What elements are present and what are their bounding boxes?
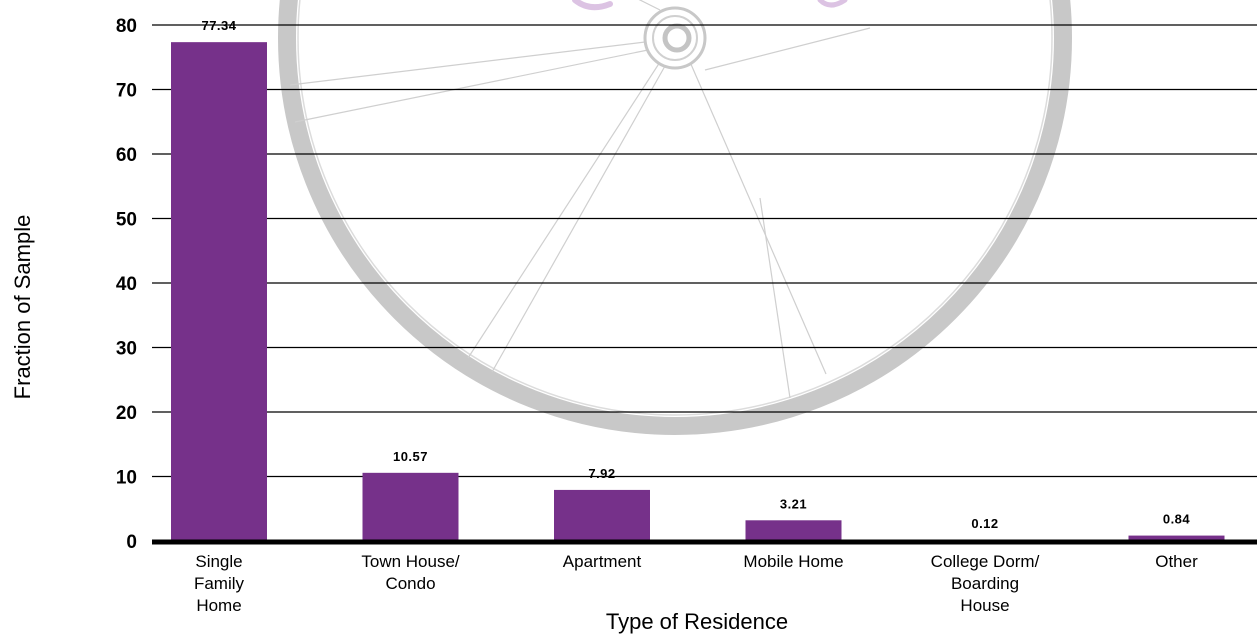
x-tick-label: Apartment [563, 552, 642, 571]
data-label: 0.12 [971, 516, 998, 531]
gridlines [152, 24, 1257, 478]
x-tick-label: College Dorm/Boarding House [931, 552, 1040, 615]
x-tick-label: Single Family Home [194, 552, 245, 615]
bar [171, 42, 267, 541]
data-label: 77.34 [201, 18, 236, 33]
x-tick-label: Mobile Home [743, 552, 843, 571]
y-tick-label: 70 [116, 81, 137, 102]
y-tick-label: 30 [116, 339, 137, 360]
bicycle-wheel-watermark-icon [278, 0, 1072, 435]
y-tick-label: 40 [116, 274, 137, 295]
data-label: 7.92 [588, 466, 615, 481]
y-tick-label: 50 [116, 210, 137, 231]
bar [362, 472, 459, 541]
bar [1128, 535, 1225, 541]
y-tick-label: 60 [116, 145, 137, 166]
category-labels: Single Family Home Town House/Condo Apartmen… [194, 552, 1198, 615]
y-tick-label: 0 [126, 532, 137, 553]
x-tick-label: Other [1155, 552, 1198, 571]
bars [171, 42, 1225, 541]
data-label: 10.57 [393, 449, 428, 464]
y-axis-title: Fraction of Sample [10, 215, 35, 400]
y-axis-ticks: 0 10 20 30 40 50 60 70 80 [116, 16, 137, 553]
bar [745, 520, 842, 541]
data-label: 0.84 [1163, 512, 1191, 527]
bar [554, 489, 650, 541]
y-tick-label: 80 [116, 16, 137, 37]
y-tick-label: 10 [116, 468, 137, 489]
x-axis-title: Type of Residence [606, 609, 788, 634]
x-tick-label: Town House/Condo [361, 552, 460, 593]
y-tick-label: 20 [116, 403, 137, 424]
data-label: 3.21 [780, 496, 807, 511]
value-labels: 77.34 10.57 7.92 3.21 0.12 0.84 [201, 18, 1191, 531]
